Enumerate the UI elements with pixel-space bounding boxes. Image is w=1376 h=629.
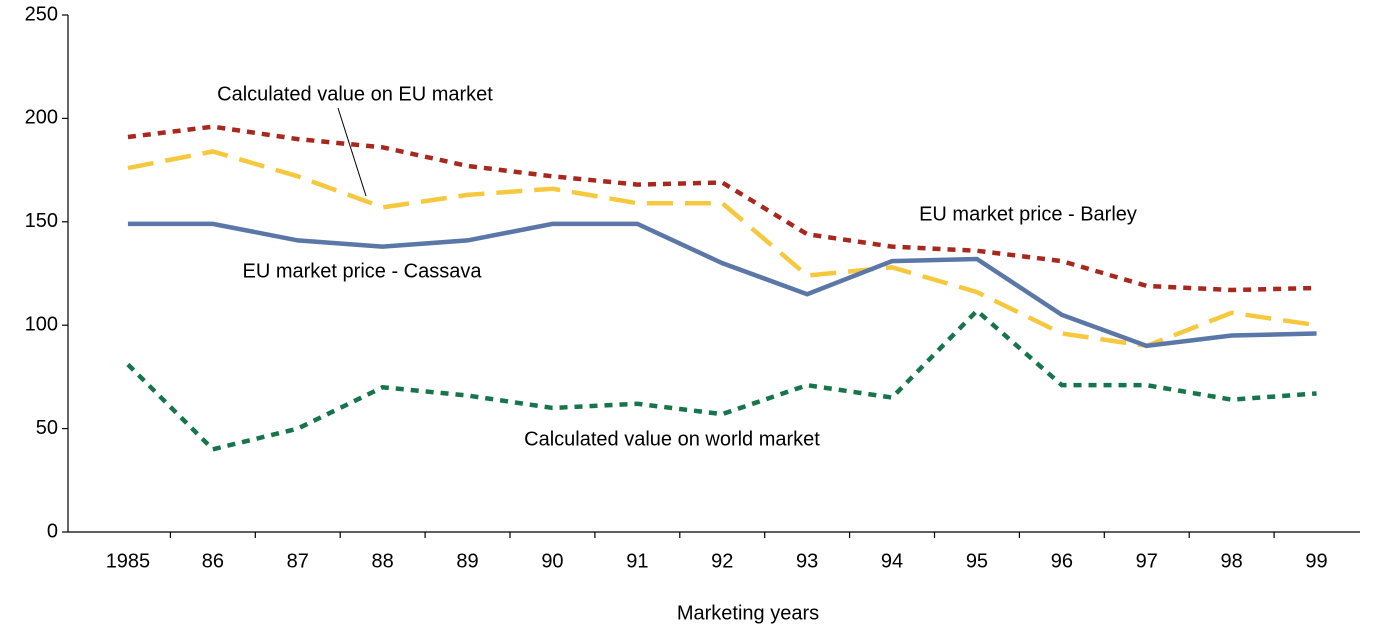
x-tick-label: 88 <box>372 550 394 572</box>
x-tick-label: 97 <box>1136 550 1158 572</box>
x-tick-label: 98 <box>1221 550 1243 572</box>
x-tick-label: 89 <box>456 550 478 572</box>
line-series <box>127 124 1317 293</box>
y-tick-label: 200 <box>25 107 58 129</box>
series-label: EU market price - Barley <box>919 203 1137 225</box>
y-tick-label: 100 <box>25 313 58 335</box>
y-tick-label: 150 <box>25 210 58 232</box>
series-label: Calculated value on world market <box>524 428 820 450</box>
x-tick-label: 95 <box>966 550 988 572</box>
x-tick-label: 93 <box>796 550 818 572</box>
x-tick-label: 94 <box>881 550 903 572</box>
line-series <box>127 221 1317 349</box>
line-series <box>127 149 1317 349</box>
x-tick-label: 87 <box>287 550 309 572</box>
x-tick-label: 96 <box>1051 550 1073 572</box>
series-label: EU market price - Cassava <box>243 260 483 282</box>
x-tick-label: 91 <box>626 550 648 572</box>
x-tick-label: 86 <box>202 550 224 572</box>
series-label: Calculated value on EU market <box>217 83 493 105</box>
x-tick-label: 1985 <box>106 550 151 572</box>
x-tick-label: 90 <box>541 550 563 572</box>
x-tick-label: 92 <box>711 550 733 572</box>
x-tick-label: 99 <box>1305 550 1327 572</box>
y-tick-label: 50 <box>36 417 58 439</box>
x-axis-label: Marketing years <box>677 602 819 624</box>
y-tick-label: 250 <box>25 3 58 25</box>
label-pointer <box>337 107 367 197</box>
y-tick-label: 0 <box>47 520 58 542</box>
